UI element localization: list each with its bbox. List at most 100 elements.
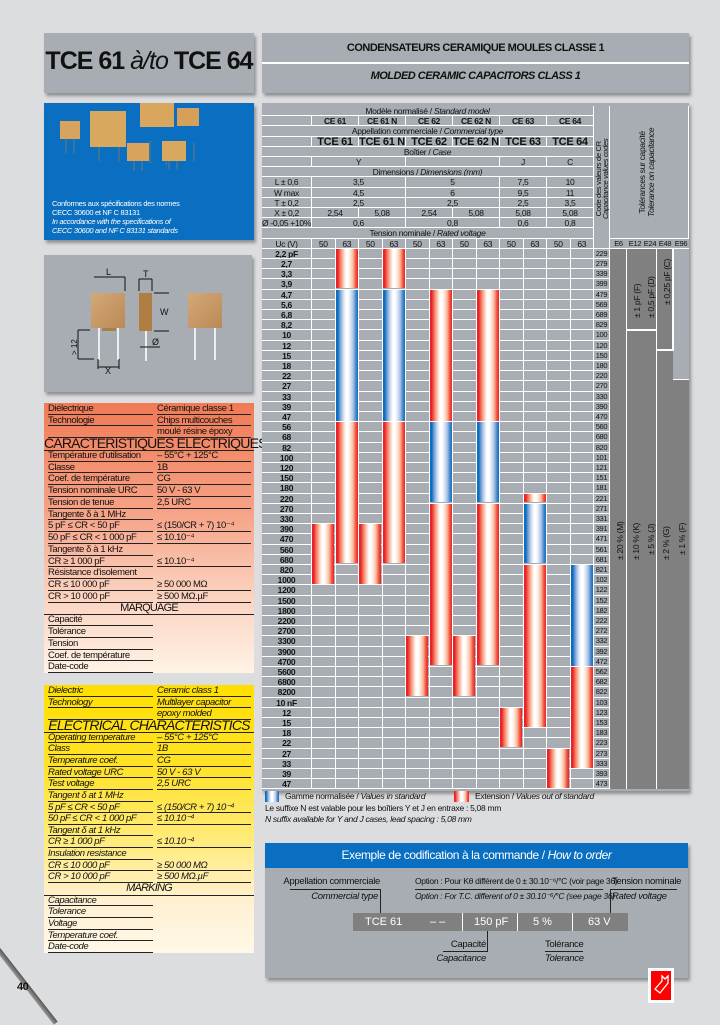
- table-cell: [429, 697, 453, 708]
- table-cell: [335, 585, 359, 596]
- header-cell: CE 61: [312, 116, 359, 127]
- tolerance-e96-empty: [673, 248, 689, 380]
- tolerance-label-fr: Tolérance: [545, 939, 584, 950]
- table-cell: [500, 779, 524, 790]
- spec-value: ≤ (150/CR + 7) 10⁻⁴: [157, 520, 251, 533]
- table-cell: [406, 605, 430, 616]
- table-cell: [429, 412, 453, 423]
- spec-label: 50 pF ≤ CR < 1 000 pF: [48, 532, 153, 544]
- table-cell: [312, 656, 336, 667]
- table-cell: [382, 697, 406, 708]
- tolerance-divider: [672, 248, 674, 351]
- header-row-label: X ± 0,2: [262, 208, 312, 219]
- table-cell: [335, 707, 359, 718]
- spec-value: ≥ 50 000 MΩ: [157, 860, 251, 872]
- spec-value: Chips multicouches: [157, 415, 251, 427]
- value-code: 330: [594, 391, 610, 402]
- table-cell: [406, 595, 430, 606]
- table-cell: [523, 259, 547, 270]
- table-cell: [382, 616, 406, 627]
- value-code: 183: [594, 728, 610, 739]
- table-cell: [406, 554, 430, 565]
- table-cell: [359, 718, 383, 729]
- header-cell: [406, 157, 500, 168]
- table-cell: [453, 259, 477, 270]
- table-cell: [429, 259, 453, 270]
- spec-value: moulé résine époxy: [157, 426, 251, 439]
- table-cell: [547, 259, 571, 270]
- table-cell: [453, 401, 477, 412]
- table-cell: [406, 381, 430, 392]
- value-code: 150: [594, 350, 610, 361]
- table-cell: [335, 748, 359, 759]
- table-cell: [382, 565, 406, 576]
- table-cell: [382, 605, 406, 616]
- spec-label: Insulation resistance: [48, 848, 153, 860]
- table-cell: [359, 728, 383, 739]
- table-cell: [312, 626, 336, 637]
- table-cell: [547, 626, 571, 637]
- table-cell: [547, 554, 571, 565]
- table-cell: [453, 748, 477, 759]
- table-cell: [312, 697, 336, 708]
- table-cell: [453, 575, 477, 586]
- table-cell: [382, 585, 406, 596]
- table-cell: [312, 289, 336, 300]
- table-cell: [523, 350, 547, 361]
- table-cell: [453, 554, 477, 565]
- table-cell: [453, 697, 477, 708]
- table-cell: [359, 575, 383, 586]
- table-cell: [547, 503, 571, 514]
- spec-label: Class: [48, 743, 153, 755]
- table-cell: [359, 299, 383, 310]
- extension-range-bar: [382, 248, 405, 289]
- capacitance-label: 39: [262, 401, 312, 412]
- table-cell: [335, 595, 359, 606]
- table-cell: [406, 585, 430, 596]
- tolerance-percent: ± 2 % (G): [661, 526, 671, 560]
- table-cell: [476, 269, 500, 280]
- capacitance-label: 6,8: [262, 310, 312, 321]
- table-cell: [382, 758, 406, 769]
- table-cell: [453, 299, 477, 310]
- table-cell: [359, 514, 383, 525]
- capacitance-label: 33: [262, 758, 312, 769]
- table-cell: [500, 452, 524, 463]
- spec-label: [48, 708, 153, 720]
- code-type: TCE 61: [365, 916, 403, 928]
- spec-value: [157, 661, 251, 673]
- spec-value: [157, 790, 251, 802]
- header-cell: TCE 61 N: [359, 136, 406, 147]
- header-cell: CE 61 N: [359, 116, 406, 127]
- series-label-E24: E24: [643, 238, 657, 249]
- table-cell: [570, 299, 594, 310]
- table-cell: [406, 248, 430, 259]
- table-cell: [359, 616, 383, 627]
- table-cell: [335, 779, 359, 790]
- table-cell: [453, 320, 477, 331]
- table-cell: [500, 340, 524, 351]
- table-cell: [312, 269, 336, 280]
- value-code: 569: [594, 299, 610, 310]
- table-cell: [335, 758, 359, 769]
- table-cell: [500, 330, 524, 341]
- commercial-type-label-fr: Appellation commerciale: [283, 876, 380, 887]
- header-cell: 50: [453, 238, 477, 249]
- capacitance-label: 33: [262, 391, 312, 402]
- table-cell: [453, 595, 477, 606]
- table-cell: [547, 656, 571, 667]
- value-code: 220: [594, 371, 610, 382]
- table-cell: [312, 677, 336, 688]
- header-cell: TCE 62: [406, 136, 453, 147]
- table-cell: [570, 340, 594, 351]
- capacitance-label: 3,9: [262, 279, 312, 290]
- table-cell: [500, 585, 524, 596]
- section-heading: CARACTERISTIQUES ELECTRIQUES: [44, 435, 267, 452]
- table-cell: [429, 279, 453, 290]
- table-cell: [523, 442, 547, 453]
- table-cell: [359, 483, 383, 494]
- table-cell: [453, 452, 477, 463]
- spec-value: 50 V - 63 V: [157, 767, 251, 779]
- value-code: 181: [594, 483, 610, 494]
- table-cell: [335, 738, 359, 749]
